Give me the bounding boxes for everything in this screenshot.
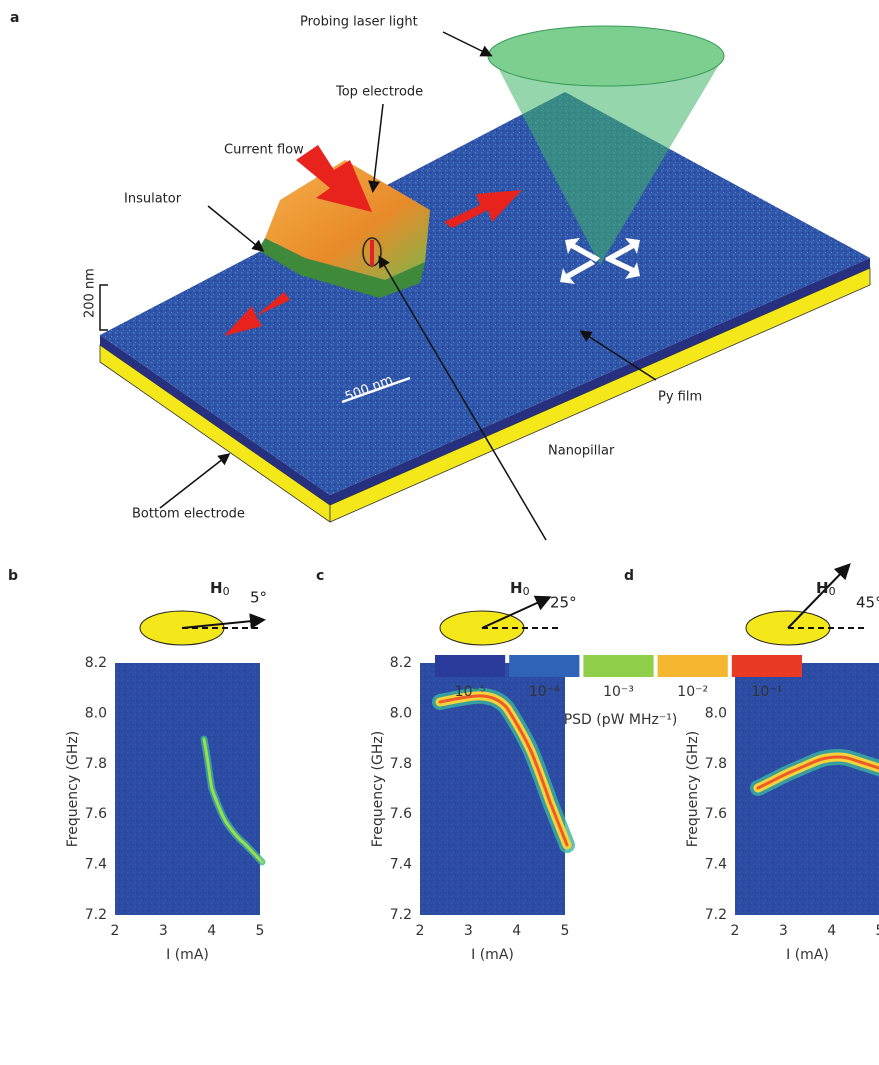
field-symbol: H [816, 579, 829, 597]
pointer [373, 104, 383, 190]
panel-letter: c [316, 568, 324, 584]
colorbar-title: PSD (pW MHz⁻¹) [564, 712, 678, 728]
angle-label: 5° [250, 589, 267, 607]
y-axis-label: Frequency (GHz) [685, 731, 701, 847]
x-axis-label: I (mA) [166, 947, 209, 963]
colorbar-segment [658, 655, 728, 677]
label: Probing laser light [300, 15, 418, 30]
y-tick-label: 7.8 [705, 756, 727, 772]
page: {"panel_a": {"letter": "a", "labels": {"… [0, 0, 879, 1065]
label: Py film [658, 390, 702, 405]
x-tick-label: 3 [779, 923, 788, 939]
colorbar-label: 10⁻³ [603, 684, 634, 700]
field-label: H0 [510, 579, 530, 599]
y-tick-label: 7.4 [390, 857, 412, 873]
label: Nanopillar [548, 444, 615, 459]
x-tick-label: 2 [731, 923, 740, 939]
colorbar-segment [435, 655, 505, 677]
colorbar-label: 10⁻¹ [751, 684, 782, 700]
x-tick-label: 2 [416, 923, 425, 939]
x-tick-label: 3 [464, 923, 473, 939]
panel-letter: a [10, 10, 19, 26]
panel-letter: d [624, 568, 634, 584]
x-tick-label: 5 [561, 923, 570, 939]
y-tick-label: 7.6 [390, 806, 412, 822]
y-tick-label: 7.6 [705, 806, 727, 822]
y-tick-label: 8.2 [85, 655, 107, 671]
label: Bottom electrode [132, 507, 245, 522]
laser-cone-top [488, 26, 724, 86]
x-tick-label: 5 [256, 923, 265, 939]
pointer [443, 32, 490, 55]
y-tick-label: 7.2 [85, 907, 107, 923]
field-subscript: 0 [523, 585, 530, 598]
x-tick-label: 4 [207, 923, 216, 939]
y-tick-label: 7.8 [390, 756, 412, 772]
colorbar-segment [583, 655, 653, 677]
x-axis-label: I (mA) [786, 947, 829, 963]
x-tick-label: 3 [159, 923, 168, 939]
angle-label: 45° [856, 594, 879, 612]
label: Top electrode [335, 85, 423, 100]
colorbar-segment [732, 655, 802, 677]
y-axis-label: Frequency (GHz) [65, 731, 81, 847]
colorbar-segment [509, 655, 579, 677]
y-tick-label: 7.8 [85, 756, 107, 772]
field-subscript: 0 [223, 585, 230, 598]
pointer [160, 455, 228, 508]
angle-label: 25° [550, 594, 577, 612]
y-tick-label: 8.0 [705, 705, 727, 721]
x-tick-label: 4 [827, 923, 836, 939]
x-tick-label: 5 [876, 923, 879, 939]
x-axis-label: I (mA) [471, 947, 514, 963]
field-subscript: 0 [829, 585, 836, 598]
y-tick-label: 8.0 [390, 705, 412, 721]
figure: a Probin [0, 0, 879, 1065]
y-tick-label: 8.0 [85, 705, 107, 721]
y-axis-label: Frequency (GHz) [370, 731, 386, 847]
y-tick-label: 8.2 [390, 655, 412, 671]
colorbar-label: 10⁻⁴ [529, 684, 560, 700]
spectrum-panel: b H0 5° 7.2 7.4 7.6 7.8 8.0 8.2 2 3 4 5 Frequency (GH… [8, 568, 267, 963]
field-symbol: H [510, 579, 523, 597]
panel-letter: b [8, 568, 18, 584]
height-bar [100, 285, 108, 330]
label: 200 nm [83, 268, 98, 318]
y-tick-label: 7.4 [705, 857, 727, 873]
spectrum-noise [115, 663, 260, 915]
label: Insulator [124, 192, 182, 207]
y-tick-label: 7.2 [705, 907, 727, 923]
field-symbol: H [210, 579, 223, 597]
panel-a: a Probin [10, 10, 870, 540]
spectrum-panel: c H0 25° 7.2 7.4 7.6 7.8 8.0 8.2 2 3 4 5 Frequency (G… [316, 568, 577, 963]
y-tick-label: 7.2 [390, 907, 412, 923]
field-label: H0 [210, 579, 230, 599]
pointer [208, 206, 262, 250]
label: Current flow [224, 143, 304, 158]
x-tick-label: 4 [512, 923, 521, 939]
colorbar-label: 10⁻² [677, 684, 708, 700]
y-tick-label: 7.4 [85, 857, 107, 873]
colorbar-label: 10⁻⁵ [455, 684, 486, 700]
y-tick-label: 7.6 [85, 806, 107, 822]
x-tick-label: 2 [111, 923, 120, 939]
